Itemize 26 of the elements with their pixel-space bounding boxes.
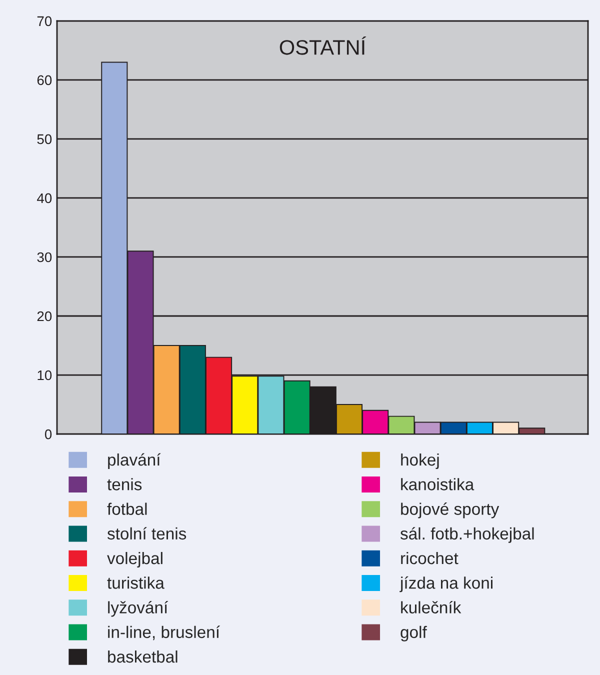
legend-label: basketbal <box>108 650 178 663</box>
y-tick-label: 30 <box>37 252 52 262</box>
legend-label: tenis <box>107 478 142 490</box>
y-tick-label: 50 <box>37 134 52 144</box>
y-tick-label: 20 <box>37 311 52 322</box>
legend-label: kulečník <box>401 601 462 614</box>
legend-label: jízda na koni <box>400 576 492 592</box>
legend-label: plavání <box>108 453 161 470</box>
y-tick-label: 10 <box>38 370 52 380</box>
legend-label: hokej <box>401 453 439 470</box>
legend-label: sál. fotb.+hokejbal <box>400 527 534 543</box>
y-tick-label: 40 <box>37 193 52 204</box>
text: OSTATNÍ <box>280 36 366 55</box>
legend-label: golf <box>400 626 427 642</box>
y-tick-label: 60 <box>37 75 52 86</box>
legend-label: kanoistika <box>401 478 474 490</box>
y-tick-label: 70 <box>37 16 52 26</box>
legend-label: bojové sporty <box>401 502 500 518</box>
legend-label: volejbal <box>107 552 162 568</box>
legend-label: turistika <box>107 576 164 589</box>
legend-label: fotbal <box>107 502 147 515</box>
legend-label: ricochet <box>401 552 458 564</box>
legend-label: in-line, bruslení <box>108 626 220 640</box>
legend-label: lyžování <box>108 601 168 617</box>
y-tick-label: 0 <box>44 429 52 440</box>
legend-label: stolní tenis <box>107 527 186 540</box>
